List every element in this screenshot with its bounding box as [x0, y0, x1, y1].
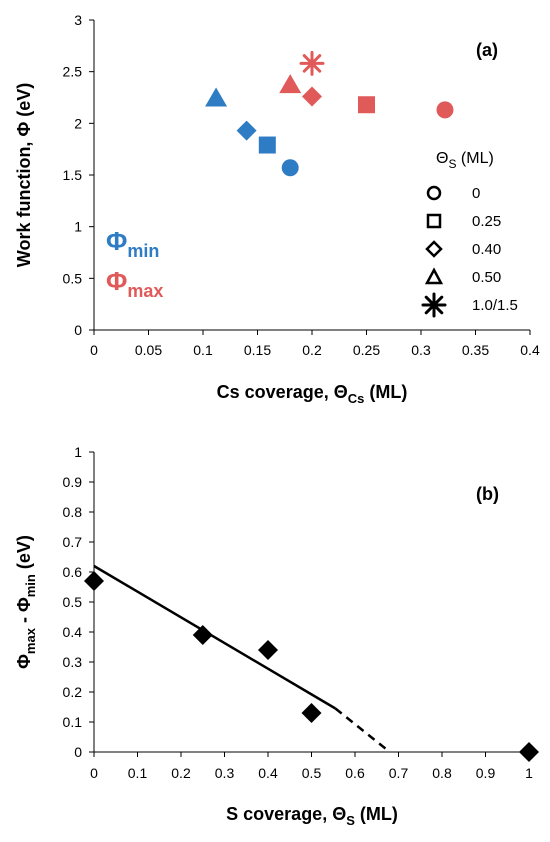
phi-max-diamond-point — [302, 86, 322, 107]
phi-max-circle-point — [436, 101, 454, 119]
legend-entry-label: 0 — [472, 185, 480, 202]
legend-entry-label: 0.25 — [472, 213, 501, 230]
panel-b-y-tick-label: 0.2 — [63, 684, 83, 700]
panel-b-y-tick-label: 0.6 — [63, 564, 83, 580]
panel-b-x-tick-label: 0.1 — [128, 765, 148, 781]
panel-b-y-tick-label: 0.1 — [63, 714, 83, 730]
panel-b-x-tick-label: 0.8 — [432, 765, 452, 781]
phi-max-asterisk-point — [299, 50, 325, 76]
panel-a-y-tick-label: 2 — [74, 115, 82, 131]
fit-line-solid — [93, 564, 337, 710]
panel-b-data-point — [84, 571, 104, 591]
panel-b-x-tick-label: 1 — [525, 765, 533, 781]
legend-triangle-marker — [424, 267, 444, 285]
legend-entry-label: 0.40 — [472, 241, 501, 258]
panel-b-y-tick-label: 0.7 — [63, 534, 83, 550]
panel-a-x-axis-label: Cs coverage, ΘCs (ML) — [217, 382, 408, 406]
panel-a-y-axis-label: Work function, Φ (eV) — [14, 83, 34, 267]
phi-max-label: Φmax — [106, 266, 163, 301]
panel-b-x-tick-label: 0.6 — [345, 765, 365, 781]
panel-b-x-tick-label: 0.4 — [258, 765, 278, 781]
legend-entry-label: 0.50 — [472, 269, 501, 286]
panel-b-data-point — [301, 703, 322, 723]
phi-max-triangle-point — [279, 74, 302, 94]
panel-b-x-tick-label: 0.2 — [171, 765, 191, 781]
phi-min-diamond-point — [236, 120, 257, 141]
phi-min-square-point — [258, 136, 276, 154]
legend-title: ΘS (ML) — [436, 150, 494, 171]
panel-a-y-tick-label: 3 — [74, 12, 82, 28]
panel-b-label: (b) — [476, 484, 499, 504]
panel-b-y-axis-label: Φmax - Φmin (eV) — [14, 535, 38, 669]
fit-line-dashed — [334, 707, 391, 753]
panel-b-y-tick-label: 0.8 — [63, 504, 83, 520]
panel-a-y-tick-label: 1 — [74, 219, 82, 235]
panel-b-y-tick-label: 0.4 — [63, 624, 83, 640]
panel-b-x-tick-label: 0.7 — [389, 765, 409, 781]
panel-b-data-point — [192, 625, 213, 645]
legend-square-marker — [426, 213, 442, 229]
legend-circle-marker — [426, 185, 442, 201]
panel-a-y-tick-label: 2.5 — [63, 64, 83, 80]
legend-diamond-marker — [425, 240, 443, 258]
panel-b-y-tick-label: 0.9 — [63, 474, 83, 490]
panel-a-x-tick-label: 0.3 — [411, 342, 431, 358]
panel-b-y-tick-label: 1 — [74, 444, 82, 460]
legend-entry-label: 1.0/1.5 — [472, 297, 518, 314]
panel-a-x-tick-label: 0.35 — [462, 342, 489, 358]
panel-b-data-point — [258, 640, 278, 660]
panel-b-x-tick-label: 0 — [90, 765, 98, 781]
panel-a-x-tick-label: 0.1 — [193, 342, 213, 358]
panel-b-x-tick-label: 0.3 — [215, 765, 235, 781]
panel-b-y-tick-label: 0.5 — [63, 594, 83, 610]
panel-a-x-tick-label: 0.05 — [135, 342, 162, 358]
panel-b-y-tick-label: 0.3 — [63, 654, 83, 670]
panel-a-chart: 0 0.05 0.1 0.15 0.2 0.25 0.3 0.35 0.400.511.522.… — [14, 12, 540, 406]
panel-a-x-tick-label: 0 — [90, 342, 98, 358]
panel-a-x-tick-label: 0.4 — [520, 342, 540, 358]
panel-b-data-point — [519, 742, 539, 762]
legend: ΘS (ML) 0 0.25 0.40 0.50 1.0/1.5 — [421, 150, 518, 318]
legend-asterisk-marker — [421, 292, 447, 318]
phi-max-square-point — [358, 96, 375, 114]
panel-b-y-tick-label: 0 — [74, 744, 82, 760]
panel-a-x-tick-label: 0.25 — [353, 342, 380, 358]
panel-a-y-tick-label: 1.5 — [63, 167, 83, 183]
panel-a-x-tick-label: 0.15 — [244, 342, 271, 358]
phi-min-label: Φmin — [106, 226, 159, 261]
panel-b-x-tick-label: 0.5 — [302, 765, 322, 781]
panel-a-x-tick-label: 0.2 — [302, 342, 322, 358]
panel-b-x-axis-label: S coverage, ΘS (ML) — [226, 804, 398, 828]
panel-b-x-tick-label: 0.9 — [476, 765, 496, 781]
panel-a-y-tick-label: 0 — [74, 322, 82, 338]
phi-min-circle-point — [281, 159, 299, 177]
panel-a-label: (a) — [476, 40, 498, 60]
panel-b-chart: 0 0.1 0.2 0.3 0.4 0.5 0.6 0.7 0.8 0.9 1 0 0.1 0.2 0.3 0… — [14, 444, 539, 828]
phi-min-triangle-point — [205, 87, 228, 107]
panel-a-y-tick-label: 0.5 — [63, 270, 83, 286]
